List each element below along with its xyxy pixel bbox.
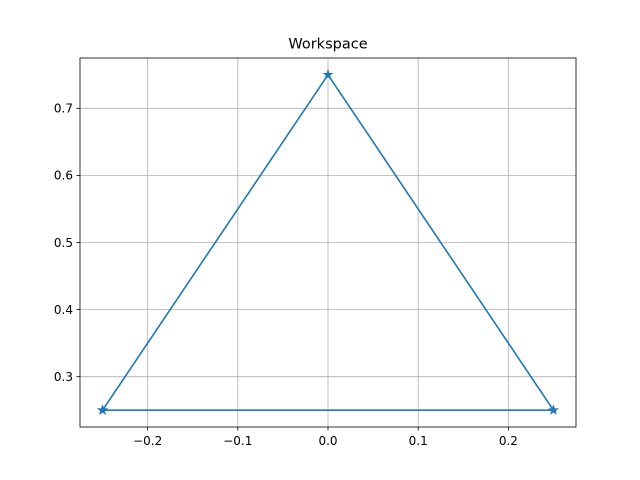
y-tick-label: 0.7 xyxy=(54,102,73,116)
x-tick-label: −0.2 xyxy=(133,434,162,448)
chart-title: Workspace xyxy=(288,37,367,53)
series-line xyxy=(101,73,555,412)
y-tick-label: 0.4 xyxy=(54,303,73,317)
grid xyxy=(80,58,576,427)
x-tick-label: 0.1 xyxy=(409,434,428,448)
x-tick-label: 0.2 xyxy=(499,434,518,448)
y-axis: 0.3 0.4 0.5 0.6 0.7 xyxy=(54,102,80,384)
y-tick-label: 0.3 xyxy=(54,370,73,384)
y-tick-label: 0.5 xyxy=(54,236,73,250)
star-marker xyxy=(322,68,334,80)
x-tick-label: 0.0 xyxy=(318,434,337,448)
star-marker xyxy=(547,404,559,415)
series-layer xyxy=(97,68,559,415)
y-tick-label: 0.6 xyxy=(54,169,73,183)
star-marker xyxy=(97,404,109,415)
x-tick-label: −0.1 xyxy=(223,434,252,448)
x-axis: −0.2 −0.1 0.0 0.1 0.2 xyxy=(133,427,518,448)
